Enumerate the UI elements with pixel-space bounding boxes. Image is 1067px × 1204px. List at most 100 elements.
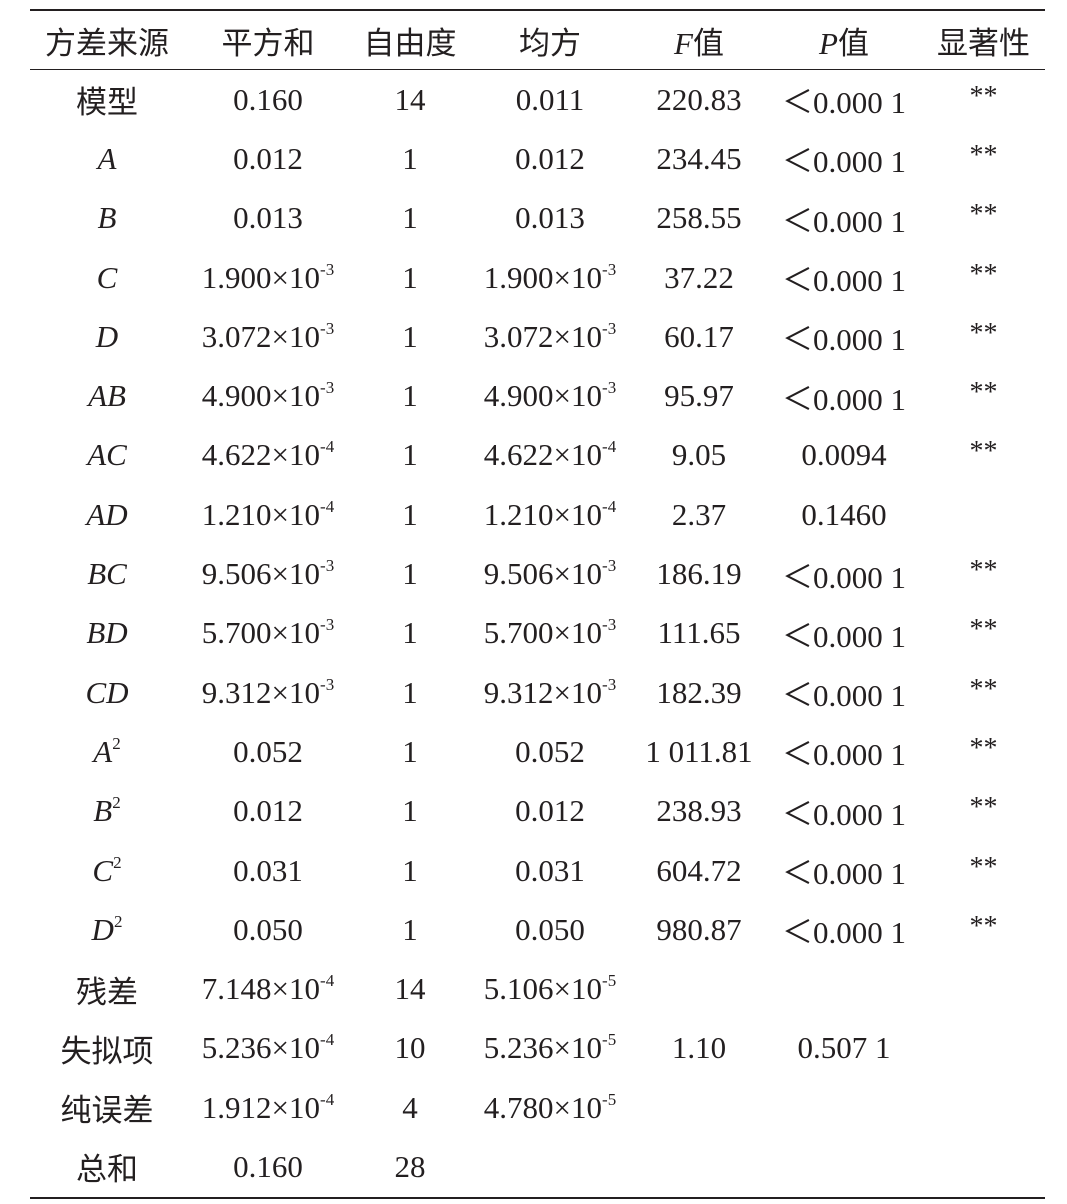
italic-symbol: P <box>819 25 838 61</box>
cell-text: 1.10 <box>671 1030 727 1066</box>
cell-text: ** <box>969 199 998 231</box>
cell-degrees-of-freedom: 1 <box>352 544 468 603</box>
cell-degrees-of-freedom: 1 <box>352 189 468 248</box>
superscript: -3 <box>602 318 617 338</box>
cell-mean-square: 4.900×10-3 <box>468 366 632 425</box>
cell-text: 1 <box>402 318 418 354</box>
cell-text: 0.012 <box>233 140 303 176</box>
cell-text: 234.45 <box>656 140 742 176</box>
cell-source: CD <box>30 663 184 722</box>
superscript: -3 <box>320 556 335 576</box>
cell-significance <box>922 1019 1045 1078</box>
cell-text: 9.312×10 <box>201 674 321 710</box>
cell-text: 258.55 <box>656 200 742 236</box>
cell-text: 1.900×10 <box>483 259 603 295</box>
cell-text: 1.900×10 <box>201 259 321 295</box>
cell-text: 值 <box>692 25 724 61</box>
cell-text: 60.17 <box>664 318 734 354</box>
cell-text: 3.072×10 <box>483 318 603 354</box>
superscript: -5 <box>602 1089 617 1109</box>
cell-text: 0.0094 <box>801 437 887 473</box>
italic-symbol: AC <box>87 437 127 473</box>
cell-source: 纯误差 <box>30 1078 184 1137</box>
superscript: -4 <box>602 437 617 457</box>
cell-f-value: 258.55 <box>632 189 766 248</box>
cell-p-value: ＜0.000 1 <box>766 663 922 722</box>
cell-sum-of-squares: 9.506×10-3 <box>184 544 352 603</box>
cell-source: B2 <box>30 782 184 841</box>
table-row: BD 5.700×10-3 1 5.700×10-3 111.65 ＜0.000 1 ** <box>30 604 1045 663</box>
superscript: -3 <box>320 318 335 338</box>
superscript: -3 <box>320 615 335 635</box>
cell-significance: ** <box>922 70 1045 130</box>
cell-text: 平方和 <box>221 25 315 61</box>
cell-degrees-of-freedom: 4 <box>352 1078 468 1137</box>
cell-text: 1 <box>402 378 418 414</box>
cell-mean-square: 4.622×10-4 <box>468 426 632 485</box>
cell-text: 4 <box>402 1089 418 1125</box>
cell-mean-square <box>468 1137 632 1197</box>
cell-significance: ** <box>922 544 1045 603</box>
italic-symbol: BD <box>86 615 128 651</box>
table-row: 残差 7.148×10-4 14 5.106×10-5 <box>30 959 1045 1018</box>
cell-f-value: 95.97 <box>632 366 766 425</box>
cell-f-value: 60.17 <box>632 307 766 366</box>
cell-significance <box>922 1078 1045 1137</box>
cell-text: 1 <box>402 793 418 829</box>
cell-text: 5.700×10 <box>201 615 321 651</box>
cell-text: ** <box>969 377 998 409</box>
cell-text: 1 <box>402 140 418 176</box>
cell-p-value: 0.1460 <box>766 485 922 544</box>
cell-text: 1 <box>402 496 418 532</box>
cell-p-value <box>766 959 922 1018</box>
cell-source: A <box>30 129 184 188</box>
table-row: C 1.900×10-3 1 1.900×10-3 37.22 ＜0.000 1 ** <box>30 248 1045 307</box>
cell-sum-of-squares: 5.236×10-4 <box>184 1019 352 1078</box>
cell-p-value: ＜0.000 1 <box>766 129 922 188</box>
cell-mean-square: 0.052 <box>468 722 632 781</box>
cell-significance <box>922 1137 1045 1197</box>
cell-mean-square: 0.050 <box>468 900 632 959</box>
cell-degrees-of-freedom: 1 <box>352 900 468 959</box>
cell-sum-of-squares: 4.622×10-4 <box>184 426 352 485</box>
header-p-value: P值 <box>766 10 922 70</box>
italic-symbol: AB <box>88 378 126 414</box>
cell-text: 0.050 <box>233 911 303 947</box>
cell-text: 纯误差 <box>60 1093 154 1129</box>
cell-degrees-of-freedom: 28 <box>352 1137 468 1197</box>
cell-sum-of-squares: 5.700×10-3 <box>184 604 352 663</box>
cell-p-value: ＜0.000 1 <box>766 189 922 248</box>
table-header: 方差来源 平方和 自由度 均方 F值 P值 显著性 <box>30 10 1045 70</box>
cell-text: 14 <box>394 971 426 1007</box>
cell-text: 0.052 <box>515 733 585 769</box>
cell-mean-square: 5.236×10-5 <box>468 1019 632 1078</box>
cell-f-value: 238.93 <box>632 782 766 841</box>
cell-sum-of-squares: 0.050 <box>184 900 352 959</box>
cell-source: BD <box>30 604 184 663</box>
cell-degrees-of-freedom: 1 <box>352 604 468 663</box>
cell-source: 模型 <box>30 70 184 130</box>
cell-f-value <box>632 1137 766 1197</box>
cell-significance: ** <box>922 426 1045 485</box>
cell-text: 1 <box>402 556 418 592</box>
header-source: 方差来源 <box>30 10 184 70</box>
header-row: 方差来源 平方和 自由度 均方 F值 P值 显著性 <box>30 10 1045 70</box>
cell-mean-square: 5.700×10-3 <box>468 604 632 663</box>
cell-significance: ** <box>922 782 1045 841</box>
cell-degrees-of-freedom: 1 <box>352 841 468 900</box>
cell-text: 4.900×10 <box>483 378 603 414</box>
table-row: CD 9.312×10-3 1 9.312×10-3 182.39 ＜0.000 1 ** <box>30 663 1045 722</box>
superscript: 2 <box>112 733 121 753</box>
cell-text: ＜0.000 1 <box>782 678 906 714</box>
cell-p-value <box>766 1137 922 1197</box>
cell-significance: ** <box>922 900 1045 959</box>
cell-text: 9.05 <box>671 437 727 473</box>
cell-significance: ** <box>922 129 1045 188</box>
cell-text: 0.012 <box>515 140 585 176</box>
cell-significance: ** <box>922 248 1045 307</box>
cell-f-value: 186.19 <box>632 544 766 603</box>
cell-text: 0.012 <box>515 793 585 829</box>
cell-significance: ** <box>922 604 1045 663</box>
cell-significance: ** <box>922 841 1045 900</box>
cell-sum-of-squares: 0.012 <box>184 129 352 188</box>
